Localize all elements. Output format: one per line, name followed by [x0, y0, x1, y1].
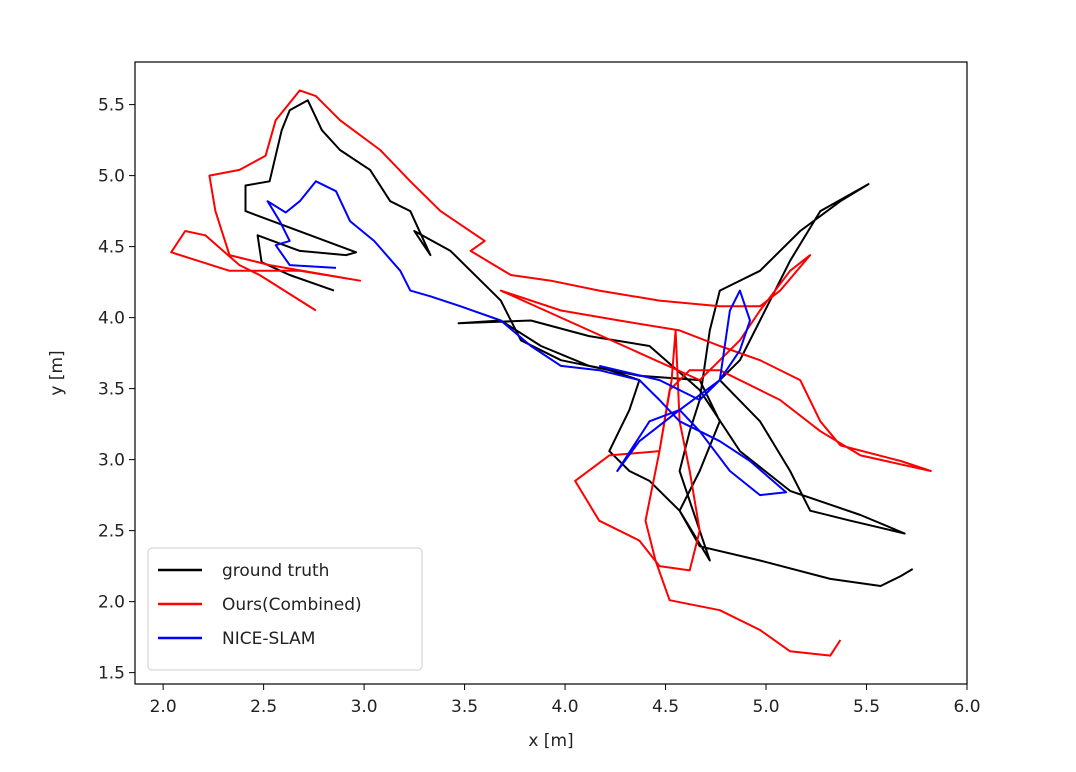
x-tick-label: 2.0 — [150, 697, 177, 717]
x-tick-label: 3.5 — [451, 697, 478, 717]
y-tick-label: 3.5 — [98, 380, 125, 400]
y-axis-label: y [m] — [47, 350, 67, 395]
x-tick-label: 4.0 — [552, 697, 579, 717]
legend-box — [147, 547, 423, 671]
y-tick-label: 1.5 — [98, 664, 125, 684]
y-tick-label: 4.0 — [98, 309, 125, 329]
trajectory-line — [266, 180, 788, 497]
y-tick-label: 3.0 — [98, 451, 125, 471]
x-tick-label: 4.5 — [652, 697, 679, 717]
x-axis-label: x [m] — [528, 731, 573, 751]
trajectory-line — [170, 89, 932, 657]
y-tick-label: 4.5 — [98, 238, 125, 258]
y-tick-label: 5.5 — [98, 96, 125, 116]
x-tick-label: 3.0 — [351, 697, 378, 717]
x-tick-label: 2.5 — [250, 697, 277, 717]
x-tick-label: 6.0 — [953, 697, 980, 717]
x-tick-label: 5.5 — [853, 697, 880, 717]
x-tick-label: 5.0 — [753, 697, 780, 717]
legend-label: Ours(Combined) — [222, 595, 362, 615]
y-tick-label: 2.0 — [98, 593, 125, 613]
trajectory-line — [244, 99, 914, 587]
y-tick-label: 2.5 — [98, 522, 125, 542]
legend-label: ground truth — [222, 561, 329, 581]
legend-label: NICE-SLAM — [222, 629, 315, 649]
plot-frame — [134, 61, 968, 685]
y-tick-label: 5.0 — [98, 167, 125, 187]
